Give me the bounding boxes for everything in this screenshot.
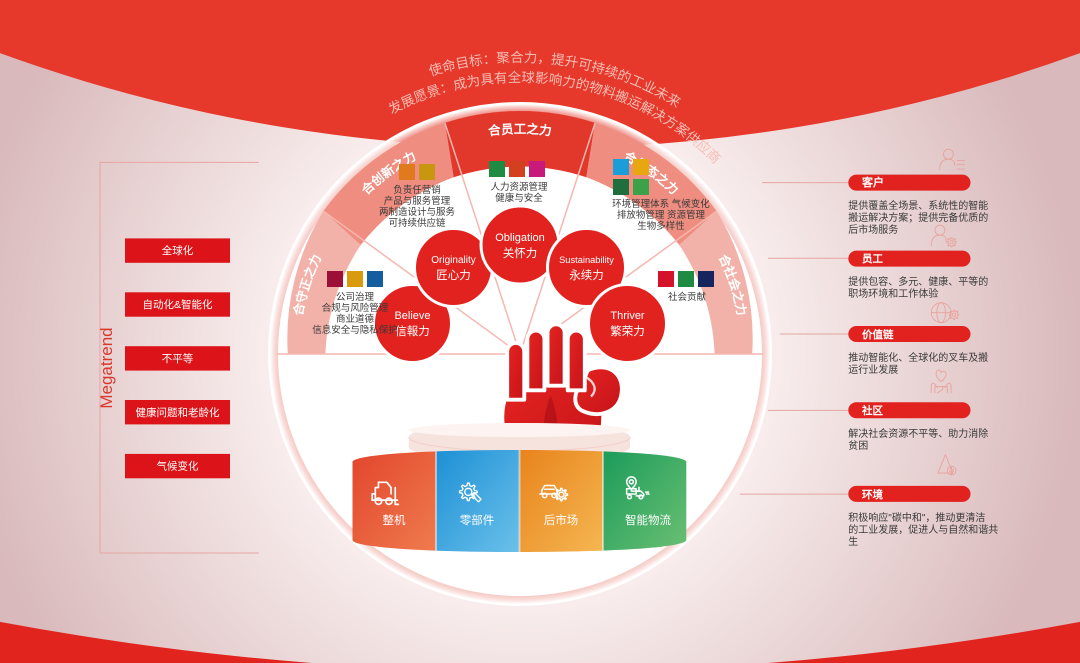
svg-text:Sustainability: Sustainability xyxy=(559,255,614,265)
svg-text:职场环境和工作体验: 职场环境和工作体验 xyxy=(848,287,938,300)
svg-text:推动智能化、全球化的叉车及搬: 推动智能化、全球化的叉车及搬 xyxy=(848,351,988,364)
svg-text:生: 生 xyxy=(848,535,858,548)
svg-text:信息安全与隐私保护: 信息安全与隐私保护 xyxy=(312,324,398,336)
svg-text:人力资源管理: 人力资源管理 xyxy=(490,181,548,193)
svg-text:零部件: 零部件 xyxy=(460,513,495,527)
svg-text:永续力: 永续力 xyxy=(569,268,604,282)
svg-text:健康问题和老龄化: 健康问题和老龄化 xyxy=(136,406,220,419)
svg-text:不平等: 不平等 xyxy=(162,352,194,365)
svg-text:Believe: Believe xyxy=(394,310,430,322)
svg-text:繁荣力: 繁荣力 xyxy=(610,324,645,338)
svg-text:的工业发展，促进人与自然和谐共: 的工业发展，促进人与自然和谐共 xyxy=(848,523,998,536)
svg-text:客户: 客户 xyxy=(861,175,884,189)
svg-text:合员工之力: 合员工之力 xyxy=(487,121,552,138)
svg-text:运行业发展: 运行业发展 xyxy=(848,363,898,376)
svg-text:解决社会资源不平等、助力消除: 解决社会资源不平等、助力消除 xyxy=(848,427,988,440)
svg-text:提供覆盖全场景、系统性的智能: 提供覆盖全场景、系统性的智能 xyxy=(848,199,988,212)
svg-text:员工: 员工 xyxy=(862,253,883,265)
svg-text:整机: 整机 xyxy=(383,513,406,527)
svg-text:Megatrend: Megatrend xyxy=(97,327,116,408)
svg-text:积极响应"碳中和"，推动更清洁: 积极响应"碳中和"，推动更清洁 xyxy=(848,511,985,524)
svg-text:贫困: 贫困 xyxy=(848,439,868,452)
svg-text:生物多样性: 生物多样性 xyxy=(637,220,685,232)
svg-text:合规与风险管理: 合规与风险管理 xyxy=(322,302,389,314)
svg-text:可持续供应链: 可持续供应链 xyxy=(388,217,446,229)
svg-text:产品与服务管理: 产品与服务管理 xyxy=(384,195,451,207)
svg-text:Obligation: Obligation xyxy=(495,232,545,244)
svg-text:价值链: 价值链 xyxy=(862,328,894,341)
svg-text:排放物管理 资源管理: 排放物管理 资源管理 xyxy=(617,209,706,221)
svg-text:后市场服务: 后市场服务 xyxy=(848,223,898,236)
svg-text:Thriver: Thriver xyxy=(610,310,645,322)
svg-text:环境: 环境 xyxy=(862,488,883,501)
svg-text:健康与安全: 健康与安全 xyxy=(495,192,543,204)
svg-text:两制造设计与服务: 两制造设计与服务 xyxy=(379,206,456,218)
svg-text:自动化&智能化: 自动化&智能化 xyxy=(142,298,213,311)
svg-text:负责任营销: 负责任营销 xyxy=(393,184,441,196)
svg-text:社会贡献: 社会贡献 xyxy=(668,291,707,303)
svg-text:Originality: Originality xyxy=(431,255,475,266)
svg-text:关怀力: 关怀力 xyxy=(503,246,538,260)
svg-text:气候变化: 气候变化 xyxy=(157,460,199,473)
svg-text:后市场: 后市场 xyxy=(544,513,579,527)
svg-text:信報力: 信報力 xyxy=(395,325,430,338)
svg-text:商业道德: 商业道德 xyxy=(336,313,375,325)
svg-text:匠心力: 匠心力 xyxy=(436,269,471,282)
svg-text:搬运解决方案；提供完备优质的: 搬运解决方案；提供完备优质的 xyxy=(848,211,988,224)
svg-text:环境管理体系 气候变化: 环境管理体系 气候变化 xyxy=(612,198,710,210)
svg-text:提供包容、多元、健康、平等的: 提供包容、多元、健康、平等的 xyxy=(848,275,988,288)
svg-text:社区: 社区 xyxy=(861,404,883,417)
svg-text:公司治理: 公司治理 xyxy=(336,291,375,303)
svg-text:智能物流: 智能物流 xyxy=(625,513,671,527)
svg-text:全球化: 全球化 xyxy=(162,244,194,257)
